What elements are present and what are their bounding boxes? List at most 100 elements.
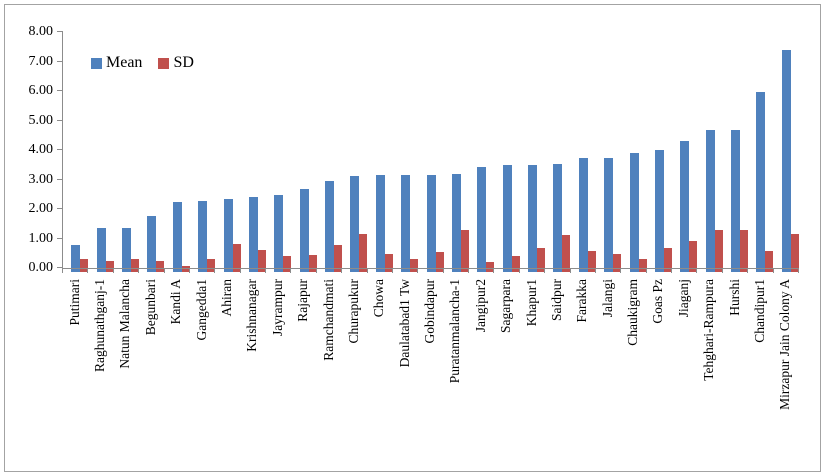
mean-bar: [781, 50, 791, 272]
y-tick-mark: [57, 178, 62, 180]
legend: Mean SD: [91, 54, 194, 72]
sd-bar: [511, 256, 520, 272]
mean-bar: [477, 167, 487, 272]
x-tick-mark: [722, 268, 723, 273]
x-tick-mark: [113, 268, 114, 273]
x-category-label: Ahiran: [219, 279, 234, 317]
x-category-label: Krishnanagar: [244, 279, 260, 352]
y-tick-label: 2.00: [28, 201, 54, 216]
mean-bar: [198, 200, 208, 272]
sd-bar: [714, 229, 723, 272]
sd-bar: [765, 250, 774, 272]
mean-bar: [248, 197, 258, 272]
x-tick-mark: [290, 268, 291, 273]
y-tick-mark: [57, 90, 62, 91]
x-tick-mark: [747, 268, 748, 273]
chart-frame: Mean SD Putimari Raghunathganj-1 Natun Mal…: [4, 4, 821, 472]
x-category-label: Farakka: [574, 279, 590, 323]
sd-bar: [435, 251, 444, 272]
x-tick-mark: [798, 268, 799, 273]
sd-bar: [587, 250, 596, 272]
y-tick-mark: [57, 31, 62, 32]
x-category-label: Sagarpara: [498, 279, 514, 333]
sd-bar: [283, 256, 292, 272]
x-tick-mark: [240, 268, 241, 273]
x-category-label: Gangedda1: [193, 279, 209, 341]
mean-bar: [629, 152, 639, 272]
x-category-label: Puratanmalancha-1: [447, 279, 463, 384]
x-category-label: Khapur1: [523, 279, 539, 327]
mean-bar: [731, 129, 741, 272]
sd-bar: [663, 248, 672, 272]
sd-bar: [613, 254, 622, 272]
y-tick-mark: [57, 149, 62, 150]
x-category-label: Natun Malancha: [117, 279, 133, 369]
mean-bar: [553, 163, 563, 272]
x-tick-mark: [544, 268, 545, 273]
sd-bar: [334, 245, 342, 272]
x-category-label: Begunbari: [142, 279, 158, 336]
mean-bar: [121, 228, 131, 272]
mean-series-swatch-icon: [91, 57, 102, 69]
mean-bar: [350, 176, 360, 272]
y-tick-label: 4.00: [28, 142, 54, 157]
y-tick-label: 1.00: [28, 230, 54, 246]
x-category-label: Jangipur2: [472, 279, 488, 333]
sd-bar: [308, 254, 317, 272]
x-category-label: Daulatabad1 Tw: [396, 279, 412, 368]
x-tick-mark: [367, 268, 368, 273]
mean-bar: [375, 175, 385, 272]
x-category-label: Tehghari-Rampura: [701, 279, 717, 381]
x-category-label: Putimari: [66, 279, 82, 326]
mean-bar: [426, 174, 436, 272]
sd-series-swatch-icon: [158, 57, 170, 69]
x-category-label: Chowa: [371, 279, 387, 318]
mean-bar: [274, 194, 284, 272]
sd-bar: [638, 258, 647, 272]
mean-bar: [756, 92, 766, 272]
x-tick-mark: [265, 268, 266, 273]
sd-bar: [460, 229, 469, 272]
sd-bar: [537, 248, 545, 272]
x-category-label: Mirzapur Jain Colony A: [777, 279, 793, 410]
x-category-label: Churapukur: [345, 279, 361, 344]
x-tick-mark: [646, 268, 647, 273]
x-category-label: Kandi A: [168, 279, 184, 325]
x-category-label: Raghunathganj-1: [92, 279, 108, 372]
sd-bar: [359, 233, 368, 272]
x-tick-mark: [214, 268, 215, 273]
sd-bar: [410, 259, 419, 272]
x-category-label: Jayrampur: [269, 279, 285, 336]
y-tick-label: 7.00: [28, 53, 54, 69]
mean-bar: [680, 141, 690, 272]
mean-bar: [325, 180, 334, 272]
x-category-label: Saidpur: [548, 279, 564, 321]
mean-bar: [172, 201, 182, 272]
mean-bar: [578, 157, 588, 272]
mean-bar: [654, 150, 664, 272]
y-tick-mark: [57, 60, 62, 62]
y-tick-mark: [57, 237, 62, 239]
sd-bar: [689, 241, 698, 272]
x-tick-mark: [417, 268, 418, 273]
x-tick-mark: [595, 268, 596, 273]
x-tick-mark: [493, 268, 494, 273]
x-category-label: Gobindapur: [422, 279, 437, 344]
x-tick-mark: [138, 268, 139, 273]
y-tick-label: 0.00: [28, 260, 54, 275]
sd-bar: [207, 259, 216, 272]
x-category-label: Hurshi: [726, 279, 742, 316]
mean-bar: [71, 244, 81, 272]
y-tick-label: 3.00: [28, 171, 54, 187]
sd-bar: [384, 254, 393, 272]
x-category-label: Chaukigram: [625, 279, 640, 346]
x-tick-mark: [620, 268, 621, 273]
sd-bar: [130, 259, 139, 272]
sd-bar: [562, 235, 571, 272]
x-tick-mark: [696, 268, 697, 273]
mean-bar: [223, 198, 233, 272]
x-tick-mark: [62, 268, 63, 273]
x-tick-mark: [773, 268, 774, 273]
x-tick-mark: [570, 268, 571, 273]
